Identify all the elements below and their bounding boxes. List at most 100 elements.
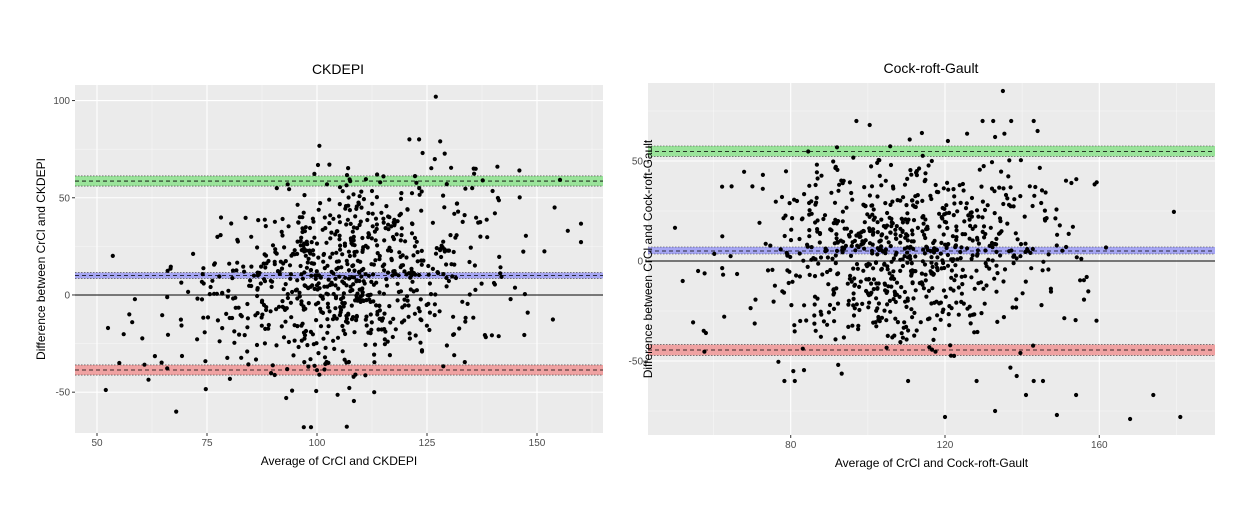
cockcroft-data-point [814,170,820,175]
cockcroft-data-point [877,173,882,178]
cockcroft-data-point [846,324,851,329]
cockcroft-data-point [952,201,957,206]
cockcroft-data-point [1103,245,1109,250]
cockcroft-data-point [850,323,855,328]
ckdepi-data-point [557,177,563,182]
cockcroft-data-point [976,214,981,219]
ckdepi-data-point [303,283,308,289]
ckdepi-data-point [316,300,321,305]
ckdepi-data-point [444,262,449,267]
ckdepi-data-point [303,225,308,230]
cockcroft-data-point [887,298,893,303]
ckdepi-data-point [268,278,273,283]
cockcroft-data-point [858,279,863,284]
ckdepi-data-point [287,187,292,192]
ckdepi-data-point [325,317,330,322]
cockcroft-data-point [879,233,884,238]
ckdepi-data-point [298,238,303,244]
cockcroft-data-point [1014,256,1019,261]
cockcroft-data-point [876,301,882,306]
cockcroft-data-point [848,273,853,278]
cockcroft-data-point [937,224,942,229]
ckdepi-data-point [351,398,356,404]
cockcroft-data-point [805,264,810,269]
ckdepi-data-point [406,303,411,308]
cockcroft-data-point [900,263,906,269]
ckdepi-data-point [273,250,278,255]
ckdepi-data-point [340,323,345,329]
cockcroft-data-point [982,207,988,213]
ckdepi-data-point [127,312,132,317]
ckdepi-data-point [351,225,356,230]
ckdepi-data-point [382,337,387,342]
ckdepi-data-point [178,317,183,322]
ckdepi-data-point [344,173,350,178]
ckdepi-data-point [274,343,279,348]
cockcroft-data-point [869,184,875,189]
cockcroft-data-point [934,262,939,267]
ckdepi-data-point [361,197,366,202]
ckdepi-y-tick-label: 100 [53,96,70,107]
cockcroft-data-point [969,214,975,219]
ckdepi-data-point [326,360,331,365]
cockcroft-data-point [931,240,936,246]
ckdepi-data-point [409,231,415,236]
ckdepi-data-point [565,228,570,233]
cockcroft-data-point [801,258,806,263]
ckdepi-data-point [322,215,327,220]
cockcroft-data-point [911,218,917,223]
cockcroft-data-point [846,232,852,238]
ckdepi-data-point [232,329,237,334]
ckdepi-data-point [369,279,374,284]
ckdepi-data-point [299,299,304,304]
cockcroft-data-point [787,201,792,206]
ckdepi-data-point [247,283,252,288]
cockcroft-data-point [931,250,937,255]
cockcroft-data-point [952,194,957,199]
ckdepi-data-point [392,221,397,226]
ckdepi-data-point [314,368,320,373]
cockcroft-data-point [900,220,906,225]
ckdepi-data-point [357,222,362,228]
cockcroft-data-point [1027,184,1032,189]
ckdepi-data-point [450,274,455,279]
cockcroft-data-point [945,138,951,144]
cockcroft-data-point [1054,243,1059,248]
cockcroft-data-point [837,182,842,187]
ckdepi-data-point [239,314,244,319]
cockcroft-data-point [960,282,965,287]
cockcroft-data-point [1014,305,1019,310]
ckdepi-data-point [385,339,390,344]
ckdepi-data-point [381,291,386,296]
cockcroft-data-point [930,270,935,275]
cockcroft-data-point [967,217,972,222]
cockcroft-data-point [902,289,908,295]
cockcroft-data-point [981,286,986,291]
ckdepi-data-point [498,265,503,270]
cockcroft-data-point [956,285,961,290]
ckdepi-data-point [343,204,349,209]
cockcroft-data-point [871,277,877,282]
cockcroft-data-point [902,254,907,259]
ckdepi-data-point [239,355,244,360]
cockcroft-data-point [935,255,940,260]
cockcroft-data-point [883,251,888,256]
cockcroft-data-point [889,284,894,289]
ckdepi-data-point [302,241,307,246]
cockcroft-data-point [835,301,841,306]
cockcroft-data-point [924,294,929,299]
ckdepi-data-point [444,182,449,187]
cockcroft-data-point [826,310,832,315]
ckdepi-data-point [365,217,370,223]
ckdepi-data-point [353,372,358,377]
cockcroft-data-point [948,343,953,348]
ckdepi-data-point [508,297,513,302]
ckdepi-x-tick-label: 125 [419,438,436,449]
cockcroft-x-axis-label: Average of CrCl and Cock-roft-Gault [835,456,1029,470]
ckdepi-data-point [363,272,368,277]
ckdepi-data-point [366,293,371,298]
cockcroft-data-point [1020,291,1025,296]
cockcroft-data-point [753,297,758,302]
cockcroft-data-point [821,216,826,222]
ckdepi-data-point [300,229,305,235]
